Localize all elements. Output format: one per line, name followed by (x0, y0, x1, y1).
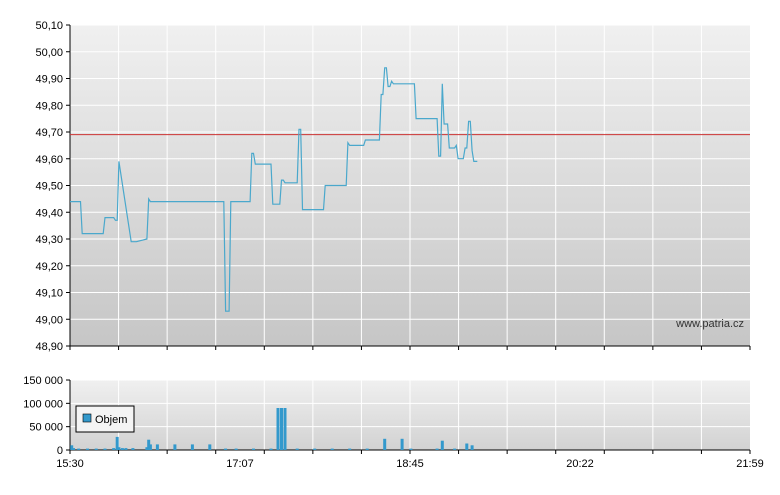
volume-bar (330, 448, 334, 450)
volume-bar (94, 448, 98, 450)
price-y-tick-label: 48,90 (35, 341, 63, 353)
volume-bar (77, 448, 81, 450)
x-tick-label: 17:07 (226, 458, 254, 470)
volume-bar (435, 448, 439, 450)
volume-bar (224, 448, 228, 450)
volume-bar (465, 443, 469, 450)
volume-bar (295, 448, 299, 450)
volume-bar (173, 444, 177, 450)
volume-bar (124, 448, 128, 450)
volume-bar (131, 448, 135, 450)
price-y-tick-label: 49,80 (35, 100, 63, 112)
price-y-tick-label: 49,90 (35, 74, 63, 86)
volume-bar (409, 448, 413, 450)
volume-bar (145, 447, 149, 450)
legend-label: Objem (95, 414, 127, 426)
volume-bar (234, 448, 238, 450)
price-y-tick-label: 50,00 (35, 47, 63, 59)
volume-bar (86, 448, 89, 450)
volume-bar (269, 448, 273, 450)
volume-bar (72, 448, 75, 450)
price-y-tick-label: 49,10 (35, 288, 63, 300)
volume-panel: 0 50 000 100 000 150 000 15:30 17:07 18:45 20:… (23, 375, 764, 470)
volume-bar (276, 408, 280, 450)
legend-swatch (82, 413, 92, 423)
volume-bar (365, 448, 369, 450)
volume-bar (190, 444, 194, 450)
price-y-tick-label: 49,00 (35, 314, 63, 326)
x-tick-label: 15:30 (56, 458, 84, 470)
price-y-tick-label: 50,10 (35, 20, 63, 32)
volume-legend: Objem (75, 405, 135, 433)
price-y-tick-label: 49,40 (35, 207, 63, 219)
price-y-tick-label: 49,30 (35, 234, 63, 246)
volume-bar (313, 448, 317, 450)
volume-bar (348, 448, 352, 450)
price-x-ticks (69, 346, 751, 350)
volume-bar (148, 444, 152, 450)
volume-bar (155, 444, 159, 450)
volume-bar (453, 448, 457, 450)
volume-bar (147, 439, 151, 450)
price-y-tick-label: 49,20 (35, 261, 63, 273)
price-y-ticks: 48,90 49,00 49,10 49,20 49,30 49,40 49,50 49,60… (35, 20, 70, 353)
volume-bar (280, 408, 283, 450)
price-y-tick-label: 49,70 (35, 127, 63, 139)
volume-bar (112, 448, 116, 450)
volume-bar (283, 408, 287, 450)
volume-bar (470, 445, 474, 450)
volume-bar (115, 436, 119, 450)
volume-bar (440, 440, 444, 450)
x-tick-label: 18:45 (396, 458, 424, 470)
x-tick-label: 21:59 (736, 458, 764, 470)
volume-bar (208, 444, 212, 450)
volume-y-ticks: 0 50 000 100 000 150 000 (23, 375, 70, 457)
volume-x-ticks: 15:30 17:07 18:45 20:22 21:59 (56, 450, 764, 470)
price-series-line (70, 67, 478, 312)
volume-bars (70, 408, 474, 450)
volume-bar (383, 438, 387, 450)
volume-y-tick-label: 100 000 (23, 398, 63, 410)
volume-bar (120, 448, 124, 450)
volume-y-tick-label: 50 000 (29, 422, 63, 434)
volume-bar (70, 445, 74, 450)
volume-bar (117, 447, 121, 450)
volume-y-tick-label: 0 (57, 445, 63, 457)
x-tick-label: 20:22 (566, 458, 594, 470)
price-panel: 48,90 49,00 49,10 49,20 49,30 49,40 49,50 49,60… (35, 20, 751, 353)
volume-bar (103, 448, 107, 450)
price-y-tick-label: 49,60 (35, 154, 63, 166)
volume-y-tick-label: 150 000 (23, 375, 63, 387)
volume-bar (252, 448, 255, 450)
watermark-text: www.patria.cz (675, 318, 744, 330)
price-y-tick-label: 49,50 (35, 181, 63, 193)
volume-bar (400, 438, 404, 450)
